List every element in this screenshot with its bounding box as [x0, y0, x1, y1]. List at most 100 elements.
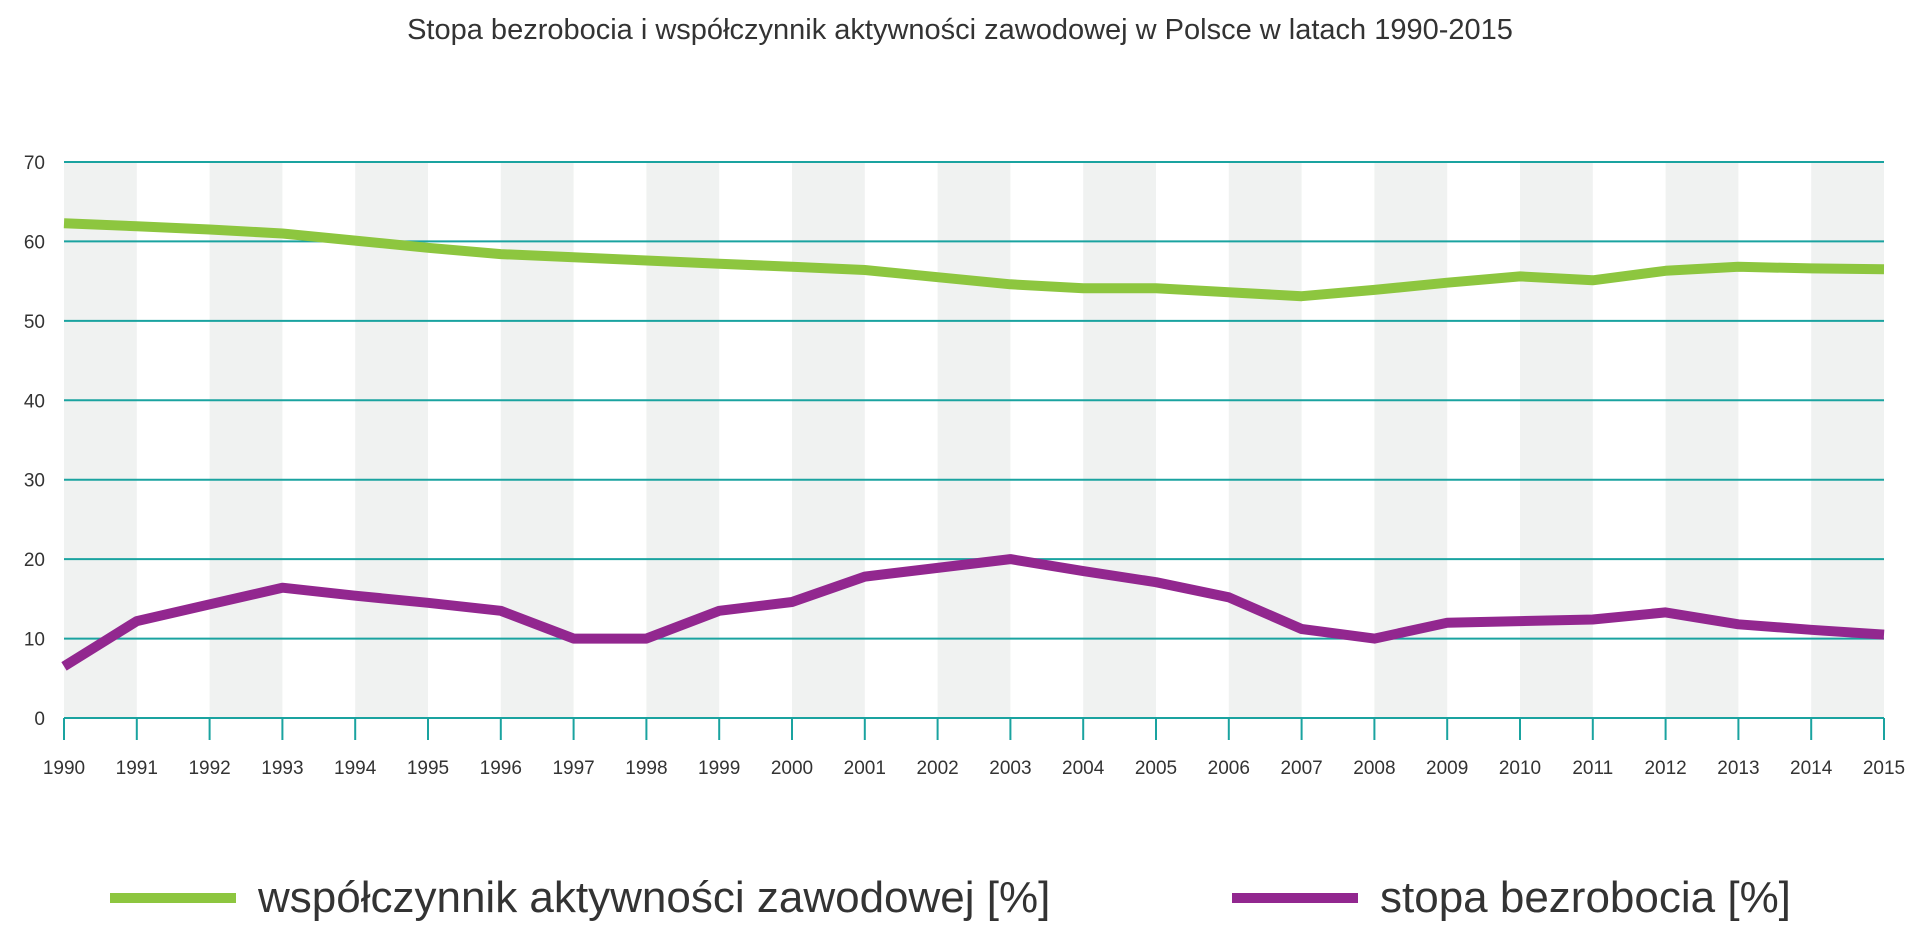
chart-title: Stopa bezrobocia i współczynnik aktywnoś… — [407, 14, 1513, 46]
x-tick-label: 2011 — [1572, 758, 1613, 779]
data-point-unemployment-rate — [1369, 634, 1379, 644]
x-tick-label: 2015 — [1863, 758, 1905, 779]
x-tick-label: 2009 — [1426, 758, 1468, 779]
data-point-unemployment-rate — [569, 634, 579, 644]
series-line-activity-rate — [63, 218, 1885, 302]
data-point-activity-rate — [641, 255, 651, 265]
data-point-unemployment-rate — [641, 634, 651, 644]
x-tick-label: 2006 — [1208, 758, 1250, 779]
data-point-unemployment-rate — [860, 572, 870, 582]
x-tick-label: 2014 — [1790, 758, 1833, 779]
x-tick-label: 1998 — [625, 758, 667, 779]
background-band — [64, 162, 137, 718]
x-tick-label: 2004 — [1062, 758, 1105, 779]
data-point-activity-rate — [933, 272, 943, 282]
x-tick-label: 1997 — [552, 758, 594, 779]
x-tick-label: 1996 — [480, 758, 522, 779]
background-band — [1520, 162, 1593, 718]
data-point-activity-rate — [860, 265, 870, 275]
data-point-unemployment-rate — [423, 598, 433, 608]
background-band — [937, 162, 1011, 718]
background-band — [1811, 162, 1884, 718]
background-band — [209, 162, 283, 718]
data-point-unemployment-rate — [1661, 607, 1671, 617]
data-point-unemployment-rate — [1806, 625, 1816, 635]
data-point-unemployment-rate — [1879, 630, 1889, 640]
data-point-activity-rate — [350, 236, 360, 246]
x-tick-label: 2007 — [1280, 758, 1322, 779]
y-tick-label: 70 — [24, 153, 45, 174]
x-tick-label: 1990 — [43, 758, 85, 779]
data-point-unemployment-rate — [1588, 615, 1598, 625]
data-point-unemployment-rate — [1151, 577, 1161, 587]
data-point-activity-rate — [1733, 262, 1743, 272]
x-tick-label: 2002 — [916, 758, 958, 779]
y-tick-label: 60 — [24, 232, 45, 253]
data-point-activity-rate — [496, 249, 506, 259]
data-point-unemployment-rate — [277, 583, 287, 593]
legend-swatch-unemployment-rate — [1232, 893, 1358, 903]
data-point-unemployment-rate — [1733, 619, 1743, 629]
legend-item-unemployment-rate: stopa bezrobocia [%] — [1232, 876, 1791, 920]
data-point-unemployment-rate — [933, 563, 943, 573]
x-tick-label: 1994 — [334, 758, 377, 779]
data-point-activity-rate — [277, 228, 287, 238]
legend-item-activity-rate: współczynnik aktywności zawodowej [%] — [110, 876, 1050, 920]
data-point-activity-rate — [714, 259, 724, 269]
data-point-activity-rate — [1078, 283, 1088, 293]
data-point-activity-rate — [1297, 291, 1307, 301]
data-point-unemployment-rate — [59, 661, 69, 671]
x-tick-label: 1995 — [407, 758, 449, 779]
data-point-unemployment-rate — [1078, 566, 1088, 576]
y-tick-label: 50 — [24, 312, 45, 333]
x-tick-label: 2012 — [1644, 758, 1686, 779]
background-band — [1665, 162, 1739, 718]
data-point-activity-rate — [1661, 266, 1671, 276]
data-point-unemployment-rate — [1297, 624, 1307, 634]
x-tick-label: 1999 — [698, 758, 740, 779]
x-tick-label: 2003 — [989, 758, 1031, 779]
data-point-activity-rate — [1515, 271, 1525, 281]
y-tick-label: 40 — [24, 391, 45, 412]
data-point-activity-rate — [1588, 275, 1598, 285]
data-point-activity-rate — [132, 221, 142, 231]
data-point-activity-rate — [1806, 263, 1816, 273]
data-point-unemployment-rate — [132, 616, 142, 626]
data-point-unemployment-rate — [714, 606, 724, 616]
data-point-activity-rate — [1005, 279, 1015, 289]
data-point-unemployment-rate — [1515, 616, 1525, 626]
data-point-unemployment-rate — [1442, 618, 1452, 628]
data-point-unemployment-rate — [205, 599, 215, 609]
data-point-activity-rate — [787, 262, 797, 272]
legend-swatch-activity-rate — [110, 893, 236, 903]
data-point-activity-rate — [1224, 287, 1234, 297]
background-band — [355, 162, 428, 718]
data-point-activity-rate — [1369, 285, 1379, 295]
series-line-unemployment-rate — [61, 554, 1885, 671]
background-band — [1083, 162, 1156, 718]
data-point-unemployment-rate — [1005, 554, 1015, 564]
data-point-activity-rate — [569, 252, 579, 262]
data-point-unemployment-rate — [350, 591, 360, 601]
x-tick-label: 2008 — [1353, 758, 1395, 779]
y-tick-label: 30 — [24, 471, 45, 492]
data-point-activity-rate — [205, 225, 215, 235]
legend-label-unemployment-rate: stopa bezrobocia [%] — [1380, 873, 1791, 922]
x-tick-label: 2005 — [1135, 758, 1177, 779]
data-point-activity-rate — [1879, 264, 1889, 274]
x-tick-label: 1991 — [116, 758, 158, 779]
y-tick-label: 20 — [24, 550, 45, 571]
legend-label-activity-rate: współczynnik aktywności zawodowej [%] — [258, 873, 1051, 922]
data-point-activity-rate — [1442, 278, 1452, 288]
data-point-activity-rate — [1151, 283, 1161, 293]
data-point-unemployment-rate — [787, 597, 797, 607]
x-tick-label: 2001 — [844, 758, 886, 779]
x-tick-label: 2010 — [1499, 758, 1541, 779]
y-tick-label: 0 — [34, 709, 45, 730]
x-tick-label: 2013 — [1717, 758, 1759, 779]
data-point-unemployment-rate — [1224, 592, 1234, 602]
background-band — [1228, 162, 1302, 718]
y-tick-label: 10 — [24, 630, 45, 651]
x-tick-label: 1993 — [261, 758, 303, 779]
data-point-activity-rate — [423, 243, 433, 253]
